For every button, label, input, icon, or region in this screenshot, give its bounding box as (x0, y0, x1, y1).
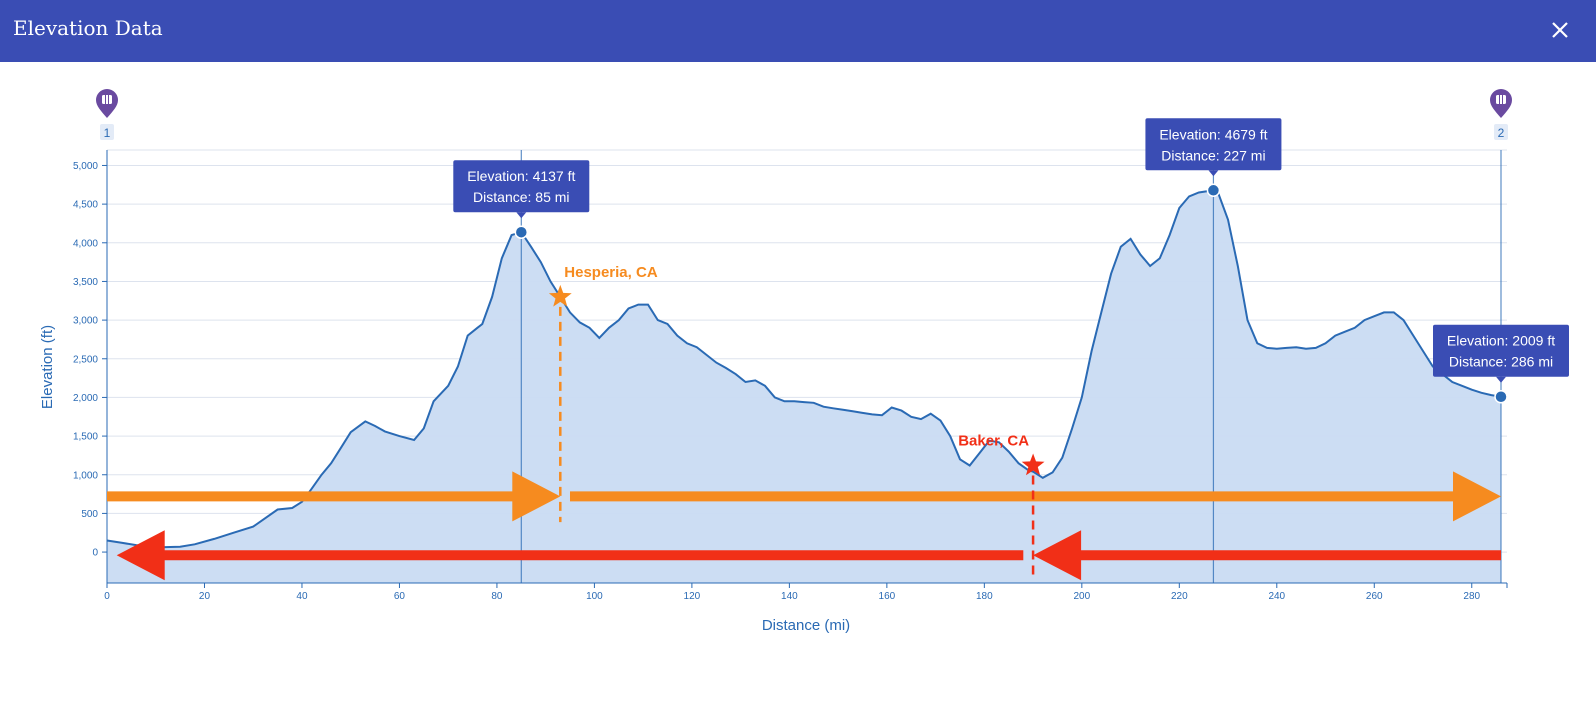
x-tick-label: 60 (394, 591, 406, 602)
route-marker: 1 (96, 89, 118, 140)
y-tick-label: 1,000 (73, 470, 98, 481)
y-tick-label: 2,500 (73, 354, 98, 365)
tooltip: Elevation: 4137 ft Distance: 85 mi (453, 160, 590, 219)
y-tick-label: 0 (92, 548, 98, 559)
tooltip-box (453, 160, 590, 213)
x-tick-label: 40 (296, 591, 308, 602)
x-tick-label: 140 (781, 591, 798, 602)
axes: 0 500 1,000 1,500 2,000 2,500 3,000 3,500 4,000 4… (73, 150, 1508, 602)
marker-number: 1 (104, 126, 111, 140)
elevation-area (107, 190, 1501, 584)
x-tick-label: 220 (1171, 591, 1188, 602)
tooltip-elevation: Elevation: 4137 ft (467, 168, 575, 184)
x-tick-label: 0 (104, 591, 110, 602)
x-tick-label: 80 (491, 591, 503, 602)
x-tick-label: 200 (1073, 591, 1090, 602)
marker-number-badge (100, 124, 114, 140)
data-point (1494, 389, 1508, 404)
tooltip-pointer (1496, 376, 1506, 383)
data-point (1206, 183, 1221, 198)
y-tick-label: 5,000 (73, 161, 98, 172)
marker-number: 2 (1498, 126, 1505, 140)
data-point (514, 225, 529, 239)
map-glyph-icon (102, 95, 112, 104)
close-icon (1552, 22, 1568, 38)
y-tick-label: 4,500 (73, 200, 98, 211)
x-tick-label: 280 (1463, 591, 1480, 602)
y-tick-label: 1,500 (73, 432, 98, 443)
tooltip-elevation: Elevation: 4679 ft (1159, 126, 1267, 142)
x-tick-label: 20 (199, 591, 211, 602)
direction-arrow-left (116, 530, 1024, 581)
elevation-chart: 0 500 1,000 1,500 2,000 2,500 3,000 3,500 4,000 4… (0, 62, 1596, 704)
route-marker: 2 (1490, 89, 1512, 140)
x-tick-label: 160 (879, 591, 896, 602)
direction-arrows (107, 471, 1501, 581)
tooltip-box (1433, 324, 1569, 377)
tooltip-distance: Distance: 227 mi (1161, 147, 1265, 163)
location-label: Hesperia, CA (564, 264, 658, 281)
location-label: Baker, CA (958, 432, 1029, 449)
y-tick-label: 500 (81, 509, 98, 520)
direction-arrow-right (107, 471, 561, 522)
marker-number-badge (1494, 124, 1508, 140)
tooltip-box (1145, 118, 1282, 171)
star-icon (548, 284, 572, 307)
x-axis-label: Distance (mi) (762, 617, 850, 634)
elevation-line (106, 189, 1502, 549)
header-bar: Elevation Data (0, 0, 1596, 62)
elevation-chart-svg: 0 500 1,000 1,500 2,000 2,500 3,000 3,500 4,000 4… (39, 89, 1569, 634)
close-button[interactable] (1546, 16, 1574, 44)
tooltip-elevation: Elevation: 2009 ft (1447, 333, 1555, 349)
direction-arrow-right (570, 471, 1501, 522)
dialog-title: Elevation Data (13, 16, 163, 40)
tooltip-distance: Distance: 286 mi (1449, 354, 1553, 370)
tooltip-pointer (1208, 170, 1219, 177)
x-tick-label: 240 (1268, 591, 1285, 602)
x-tick-label: 120 (684, 591, 701, 602)
x-tick-label: 180 (976, 591, 993, 602)
star-icon (1021, 453, 1045, 476)
x-tick-label: 100 (586, 591, 603, 602)
y-tick-label: 2,000 (73, 393, 98, 404)
y-tick-label: 4,000 (73, 238, 98, 249)
tooltip: Elevation: 4679 ft Distance: 227 mi (1145, 118, 1282, 177)
y-tick-label: 3,500 (73, 277, 98, 288)
x-tick-label: 260 (1366, 591, 1383, 602)
tooltip: Elevation: 2009 ft Distance: 286 mi (1433, 324, 1569, 383)
map-glyph-icon (1496, 95, 1506, 104)
location-annotations: Hesperia, CA Baker, CA (548, 264, 1045, 575)
tooltip-distance: Distance: 85 mi (473, 189, 569, 205)
tooltip-pointer (516, 212, 527, 219)
y-axis-label: Elevation (ft) (39, 325, 56, 409)
direction-arrow-left (1033, 530, 1501, 581)
y-tick-label: 3,000 (73, 316, 98, 327)
